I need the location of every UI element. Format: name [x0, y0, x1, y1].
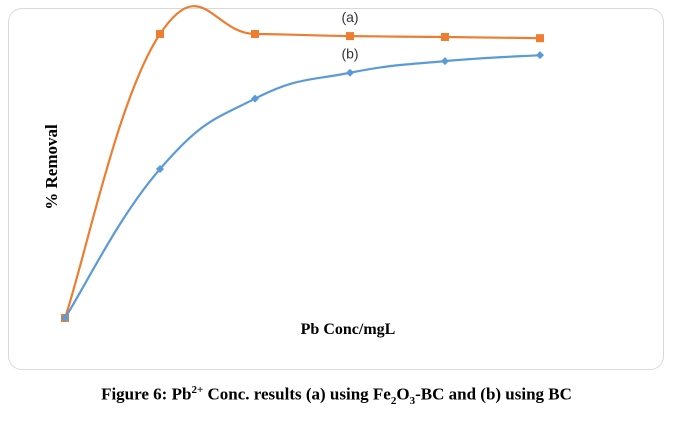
- caption-mid2: O: [396, 384, 410, 404]
- series-line-0: [63, 5, 541, 319]
- data-point-0-4: [441, 32, 449, 41]
- y-axis-label: % Removal: [42, 124, 61, 210]
- caption-suffix: -BC and (b) using BC: [415, 384, 572, 404]
- chart-frame: [8, 8, 664, 370]
- data-point-1-4: [441, 57, 449, 66]
- data-point-1-3: [346, 68, 354, 77]
- caption-sub1: 2: [390, 395, 397, 408]
- data-point-1-1: [156, 165, 164, 173]
- series-line-1: [64, 54, 541, 319]
- series-label-1: (b): [341, 46, 358, 62]
- caption-prefix: Figure 6: Pb: [101, 384, 192, 404]
- caption-mid1: Conc. results (a) using Fe: [203, 384, 391, 404]
- data-point-0-1: [156, 30, 164, 39]
- data-point-0-2: [251, 30, 259, 39]
- series-label-0: (a): [341, 9, 358, 25]
- data-point-0-5: [536, 34, 544, 43]
- data-point-1-2: [251, 94, 259, 103]
- figure-caption: Figure 6: Pb2+ Conc. results (a) using F…: [0, 384, 673, 407]
- caption-sub2: 3: [409, 395, 416, 408]
- line-chart: % Removal Pb Conc/mgL (a) (b): [42, 5, 544, 338]
- data-point-1-0: [61, 314, 69, 322]
- caption-sup: 2+: [191, 384, 204, 396]
- data-point-1-5: [536, 51, 544, 60]
- data-point-0-3: [346, 32, 354, 41]
- x-axis-label: Pb Conc/mgL: [301, 321, 396, 338]
